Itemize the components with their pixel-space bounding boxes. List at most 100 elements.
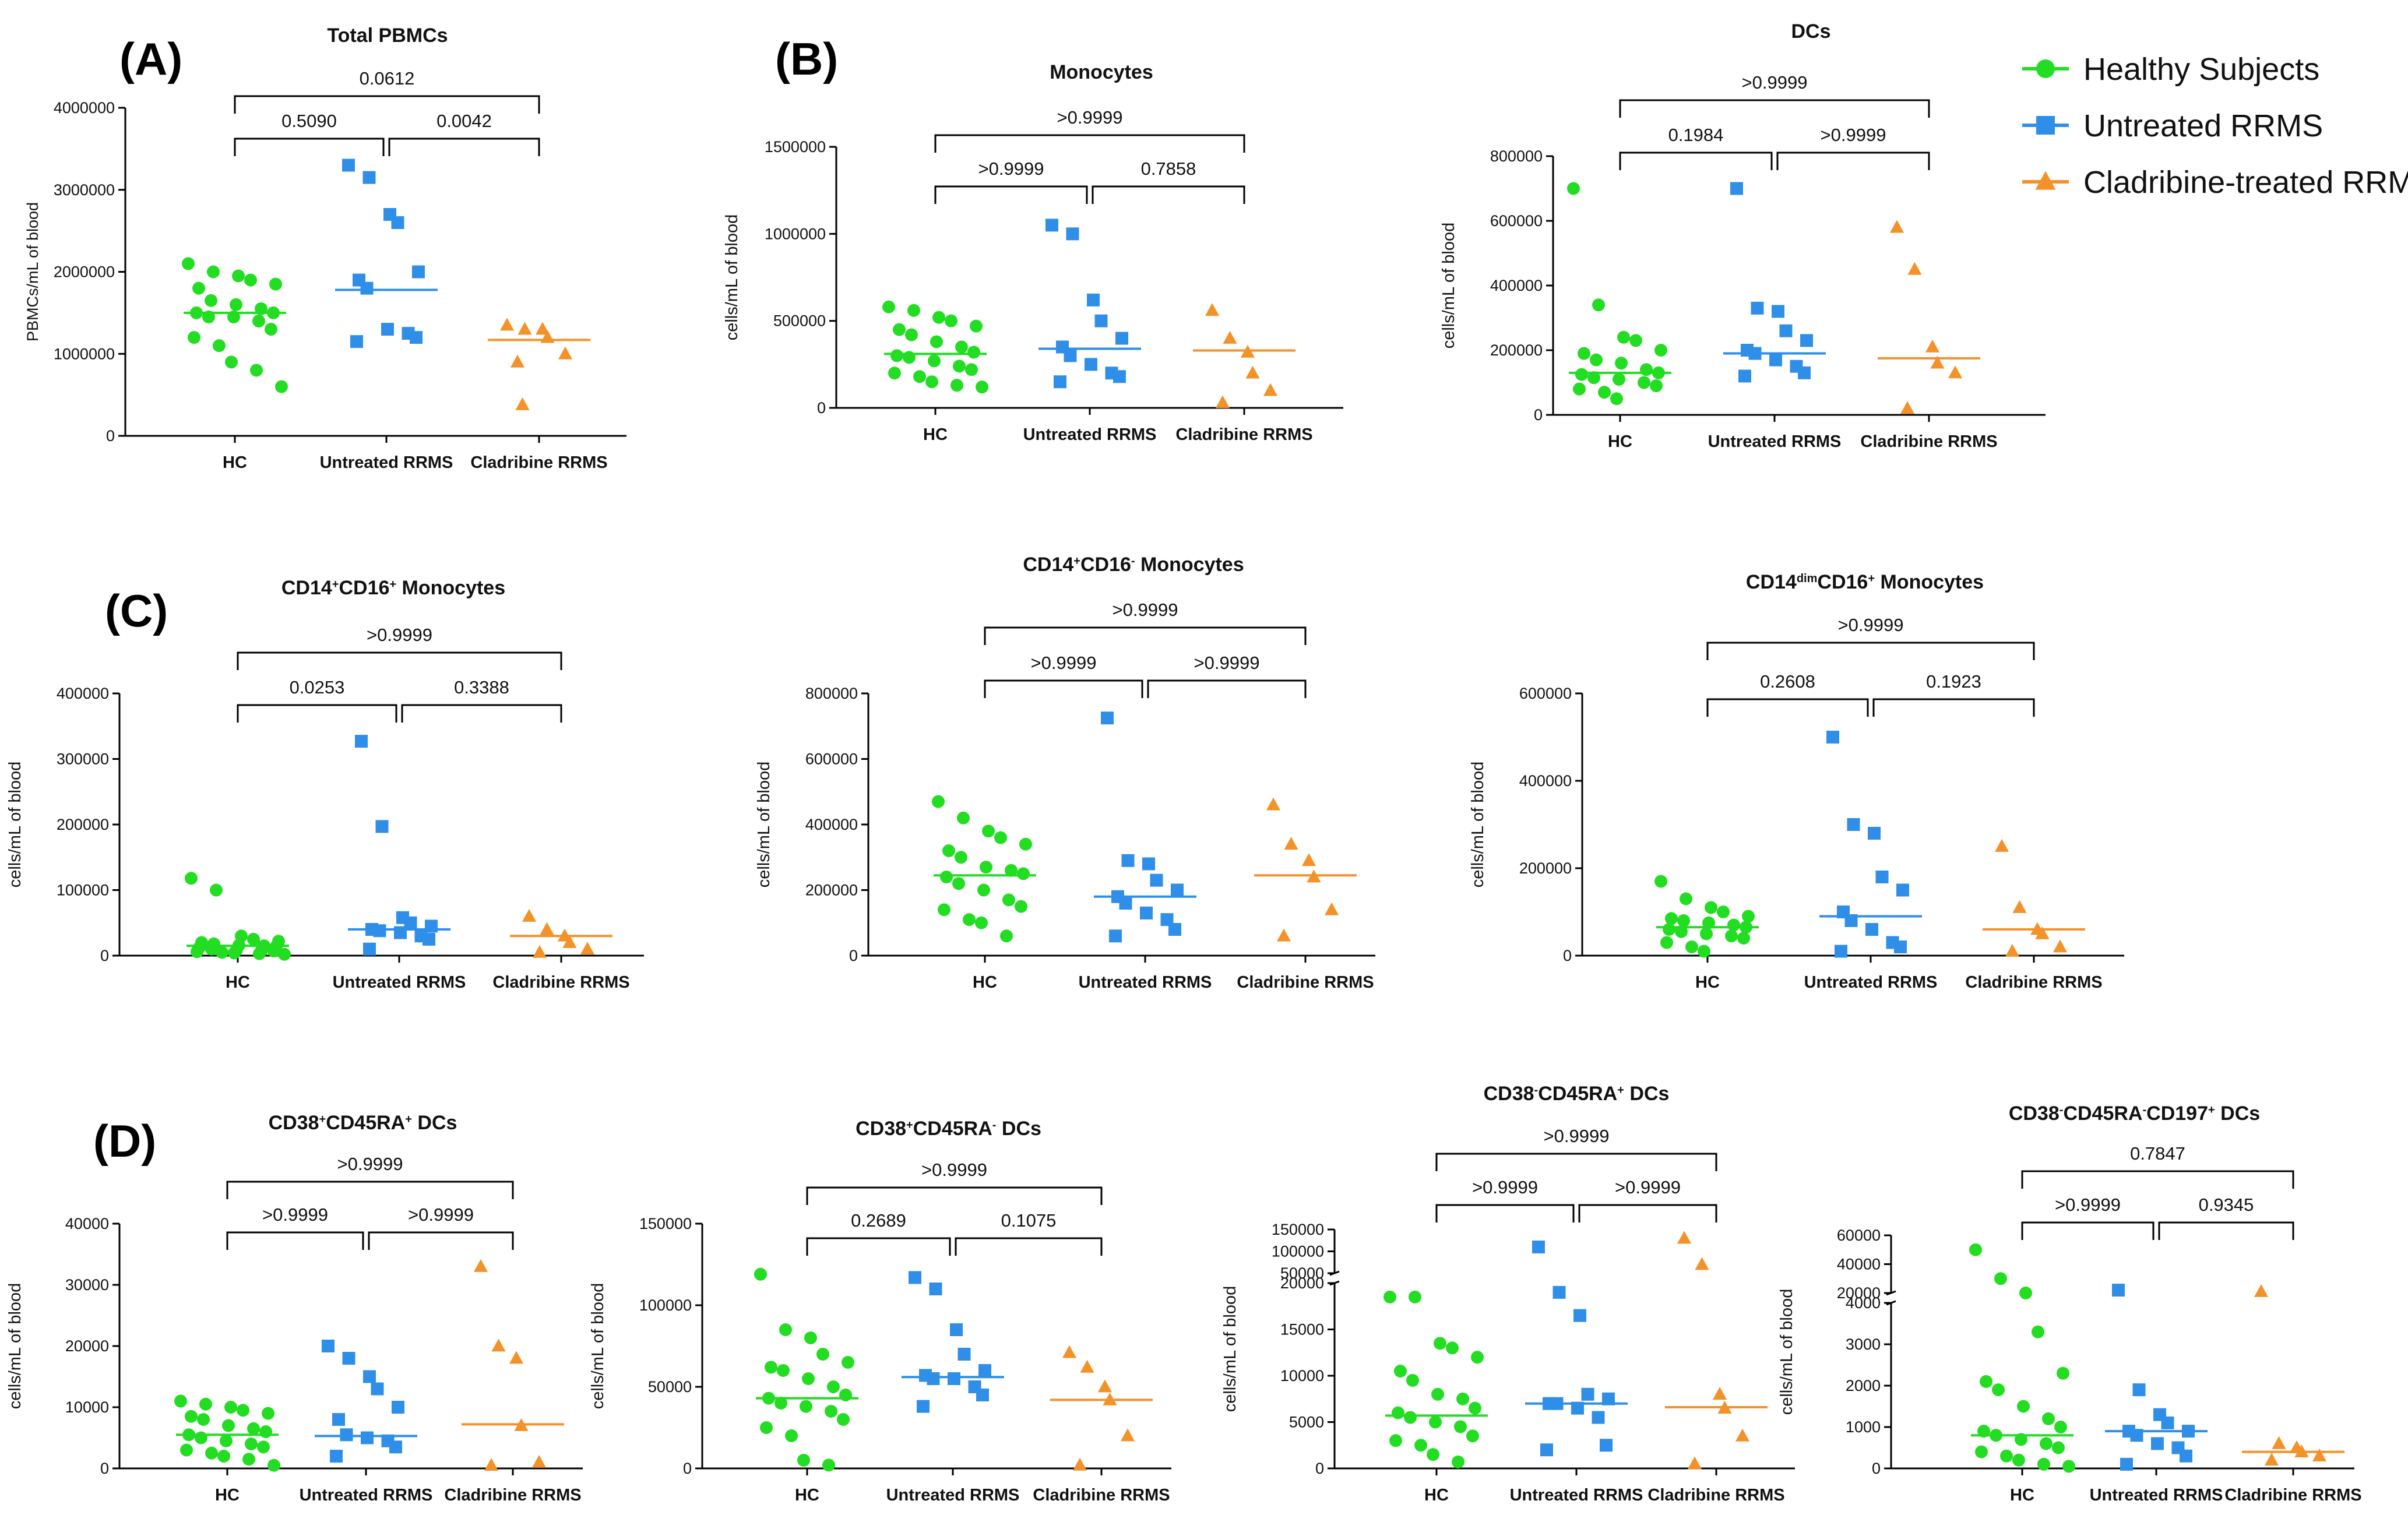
data-point-square (1115, 332, 1128, 345)
p-value-label: >0.9999 (1194, 653, 1260, 673)
data-point-square (404, 916, 417, 929)
y-tick-label: 60000 (1837, 1227, 1881, 1244)
p-value-label: >0.9999 (1113, 600, 1178, 620)
data-point-circle (265, 323, 277, 336)
chart-title: Total PBMCs (327, 24, 448, 47)
data-point-square (362, 171, 376, 184)
x-category-label: Cladribine RRMS (1033, 1486, 1170, 1505)
data-point-circle (259, 1425, 272, 1438)
title-run: CD14 (281, 577, 332, 599)
y-tick-label: 4000 (1846, 1294, 1881, 1312)
data-point-circle (942, 844, 955, 857)
data-point-circle (267, 1458, 280, 1472)
y-axis-label: cells/mL of blood (6, 1283, 24, 1410)
data-point-square (1121, 854, 1135, 867)
y-tick-label: 0 (1315, 1460, 1324, 1477)
data-point-circle (970, 319, 983, 333)
data-point-circle (1431, 1387, 1444, 1401)
y-tick-label: 100000 (639, 1297, 692, 1314)
y-tick-label: 400000 (57, 685, 109, 702)
data-point-circle (952, 877, 965, 890)
data-point-triangle (2005, 943, 2020, 957)
data-point-square (1865, 923, 1878, 936)
data-point-circle (1575, 368, 1588, 381)
p-value-label: >0.9999 (1031, 653, 1097, 673)
data-point-circle (977, 883, 990, 897)
data-point-square (1087, 293, 1100, 306)
p-value-label: >0.9999 (1057, 107, 1123, 128)
title-run: DCs (2215, 1102, 2260, 1125)
data-point-square (948, 1372, 960, 1385)
data-point-square (350, 335, 363, 348)
data-point-triangle (558, 346, 573, 360)
y-tick-label: 800000 (805, 685, 858, 702)
x-category-label: HC (1608, 432, 1632, 451)
bracket-untreated-vs-cladribine (1872, 698, 2035, 717)
data-point-circle (225, 355, 238, 369)
data-point-circle (180, 1443, 193, 1457)
data-point-square (1552, 1285, 1566, 1299)
data-point-circle (890, 349, 903, 362)
data-point-triangle (2312, 1449, 2327, 1462)
data-point-circle (1727, 918, 1740, 932)
data-point-circle (967, 346, 980, 359)
data-point-circle (1392, 1406, 1404, 1419)
y-tick-label: 600000 (1490, 212, 1543, 230)
x-category-label: Untreated RRMS (1023, 425, 1157, 444)
data-point-circle (2054, 1421, 2067, 1433)
data-point-circle (217, 1450, 230, 1463)
data-point-square (330, 1450, 343, 1463)
data-point-circle (1629, 334, 1642, 347)
data-point-circle (182, 257, 195, 270)
data-point-circle (882, 300, 895, 313)
data-point-circle (232, 269, 245, 283)
data-point-circle (1700, 927, 1713, 940)
data-point-circle (928, 354, 941, 368)
data-point-circle (1454, 1420, 1467, 1433)
data-point-square (1064, 349, 1077, 362)
bracket-hc-vs-untreated (1435, 1204, 1575, 1223)
data-point-circle (247, 1422, 260, 1435)
y-tick-label: 400000 (1519, 772, 1572, 790)
data-point-circle (1456, 1392, 1469, 1405)
data-point-square (363, 942, 376, 956)
data-point-circle (825, 1405, 837, 1418)
title-superscript: + (906, 1119, 913, 1132)
data-point-circle (2032, 1325, 2044, 1338)
data-point-circle (955, 851, 967, 864)
data-point-square (1571, 1401, 1584, 1415)
data-point-circle (275, 380, 288, 393)
y-tick-label: 40000 (1837, 1256, 1881, 1273)
y-axis-label: cells/mL of blood (1439, 223, 1458, 349)
data-point-circle (1617, 330, 1630, 344)
x-category-label: HC (215, 1486, 240, 1505)
p-value-label: >0.9999 (337, 1154, 403, 1174)
p-value-label: 0.7847 (2130, 1143, 2185, 1164)
data-point-circle (205, 294, 217, 307)
data-point-circle (1638, 376, 1650, 389)
bracket-hc-vs-cladribine (806, 1186, 1103, 1205)
x-category-label: Cladribine RRMS (2224, 1486, 2361, 1505)
data-point-square (1847, 818, 1860, 831)
data-point-circle (228, 946, 241, 960)
data-point-triangle (1097, 1379, 1113, 1393)
data-point-triangle (1301, 853, 1316, 866)
p-value-label: 0.3388 (454, 677, 509, 697)
p-value-label: 0.1984 (1668, 125, 1724, 145)
data-point-circle (1015, 900, 1027, 913)
data-point-square (1045, 219, 1058, 232)
data-point-square (1119, 897, 1132, 910)
y-tick-label: 1500000 (765, 138, 826, 156)
data-point-triangle (515, 397, 530, 410)
p-value-label: 0.1923 (1926, 671, 1981, 692)
data-point-square (1142, 857, 1155, 871)
y-tick-label: 600000 (805, 751, 858, 768)
data-point-square (1769, 353, 1782, 367)
y-tick-label: 400000 (1490, 277, 1543, 294)
data-point-circle (197, 1413, 210, 1426)
title-run: Total PBMCs (327, 24, 448, 47)
data-point-circle (245, 1438, 258, 1450)
y-tick-label: 40000 (65, 1215, 109, 1232)
y-tick-label: 4000000 (54, 99, 115, 117)
p-value-label: 0.1075 (1001, 1210, 1057, 1231)
